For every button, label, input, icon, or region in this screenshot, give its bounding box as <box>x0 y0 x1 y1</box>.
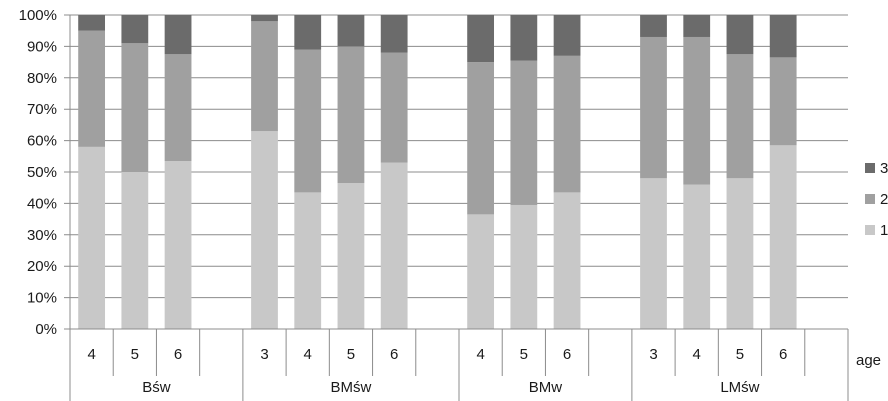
legend: 3 2 1 <box>865 160 888 239</box>
x-tick-label: 3 <box>260 346 268 363</box>
y-tick-label: 0% <box>35 321 57 338</box>
bar-segment-3 <box>380 15 408 53</box>
x-tick-label: 4 <box>476 346 484 363</box>
bar-segment-3 <box>510 15 538 61</box>
y-tick-label: 90% <box>27 38 57 55</box>
bar-segment-3 <box>640 15 667 37</box>
bar-segment-2 <box>510 60 538 205</box>
x-tick-label: 4 <box>693 346 701 363</box>
bar-segment-1 <box>726 178 754 329</box>
bar-segment-1 <box>553 192 581 329</box>
bar-segment-2 <box>769 57 797 146</box>
bar-segment-1 <box>380 162 408 329</box>
y-tick-label: 50% <box>27 164 57 181</box>
bar-segment-1 <box>294 192 322 329</box>
legend-label-3: 3 <box>880 160 888 177</box>
bar-segment-3 <box>294 15 322 50</box>
y-tick-label: 20% <box>27 258 57 275</box>
bar-segment-2 <box>121 43 149 173</box>
bar-segment-1 <box>78 146 106 329</box>
bar-segment-2 <box>640 36 667 179</box>
y-tick-label: 70% <box>27 101 57 118</box>
bar-segment-2 <box>251 21 278 132</box>
x-tick-label: 6 <box>779 346 787 363</box>
group-label: BMw <box>529 379 563 396</box>
bar-segment-2 <box>164 54 192 162</box>
bar-segment-1 <box>337 182 365 329</box>
bar-segment-1 <box>251 131 278 329</box>
legend-swatch-3 <box>865 163 875 173</box>
bar-segment-3 <box>251 15 278 22</box>
x-tick-label: 6 <box>174 346 182 363</box>
bar-segment-3 <box>121 15 149 44</box>
x-axis-title: age <box>856 352 881 369</box>
bar-segment-1 <box>164 161 192 329</box>
bar-segment-1 <box>467 214 495 329</box>
bar-segment-1 <box>640 178 667 329</box>
y-tick-label: 40% <box>27 195 57 212</box>
y-axis-ticks: 0% 10% 20% 30% 40% 50% 60% 70% 80% 90% 100% <box>19 7 57 338</box>
bar-segment-1 <box>683 184 711 329</box>
bars <box>78 15 797 329</box>
bar-segment-2 <box>726 54 754 179</box>
bar-segment-3 <box>553 15 581 56</box>
bar-segment-3 <box>164 15 192 55</box>
legend-swatch-2 <box>865 194 875 204</box>
y-tick-label: 10% <box>27 290 57 307</box>
legend-label-2: 2 <box>880 191 888 208</box>
bar-segment-2 <box>78 30 106 147</box>
bar-segment-1 <box>510 204 538 329</box>
group-label: BMśw <box>331 379 372 396</box>
legend-swatch-1 <box>865 225 875 235</box>
bar-segment-2 <box>467 62 495 215</box>
group-label: Bśw <box>142 379 171 396</box>
x-tick-label: 3 <box>649 346 657 363</box>
bar-segment-3 <box>683 15 711 37</box>
x-tick-label: 6 <box>563 346 571 363</box>
y-tick-label: 100% <box>19 7 57 24</box>
bar-segment-3 <box>726 15 754 55</box>
bar-segment-2 <box>294 49 322 193</box>
x-tick-label: 6 <box>390 346 398 363</box>
x-tick-label: 5 <box>131 346 139 363</box>
bar-segment-1 <box>769 145 797 329</box>
bar-segment-2 <box>337 46 365 183</box>
x-tick-label: 5 <box>520 346 528 363</box>
bar-segment-2 <box>380 52 408 163</box>
x-tick-label: 4 <box>304 346 312 363</box>
y-tick-label: 60% <box>27 133 57 150</box>
group-label: LMśw <box>720 379 759 396</box>
bar-segment-3 <box>78 15 106 31</box>
y-tick-label: 30% <box>27 227 57 244</box>
gridlines <box>64 14 848 330</box>
bar-segment-1 <box>121 172 149 329</box>
y-tick-label: 80% <box>27 70 57 87</box>
x-tick-label: 5 <box>736 346 744 363</box>
bar-segment-2 <box>683 36 711 185</box>
x-tick-label: 4 <box>87 346 95 363</box>
x-tick-label: 5 <box>347 346 355 363</box>
bar-segment-3 <box>337 15 365 47</box>
bar-segment-3 <box>467 15 495 63</box>
legend-label-1: 1 <box>880 222 888 239</box>
bar-segment-2 <box>553 55 581 193</box>
bar-segment-3 <box>769 15 797 58</box>
